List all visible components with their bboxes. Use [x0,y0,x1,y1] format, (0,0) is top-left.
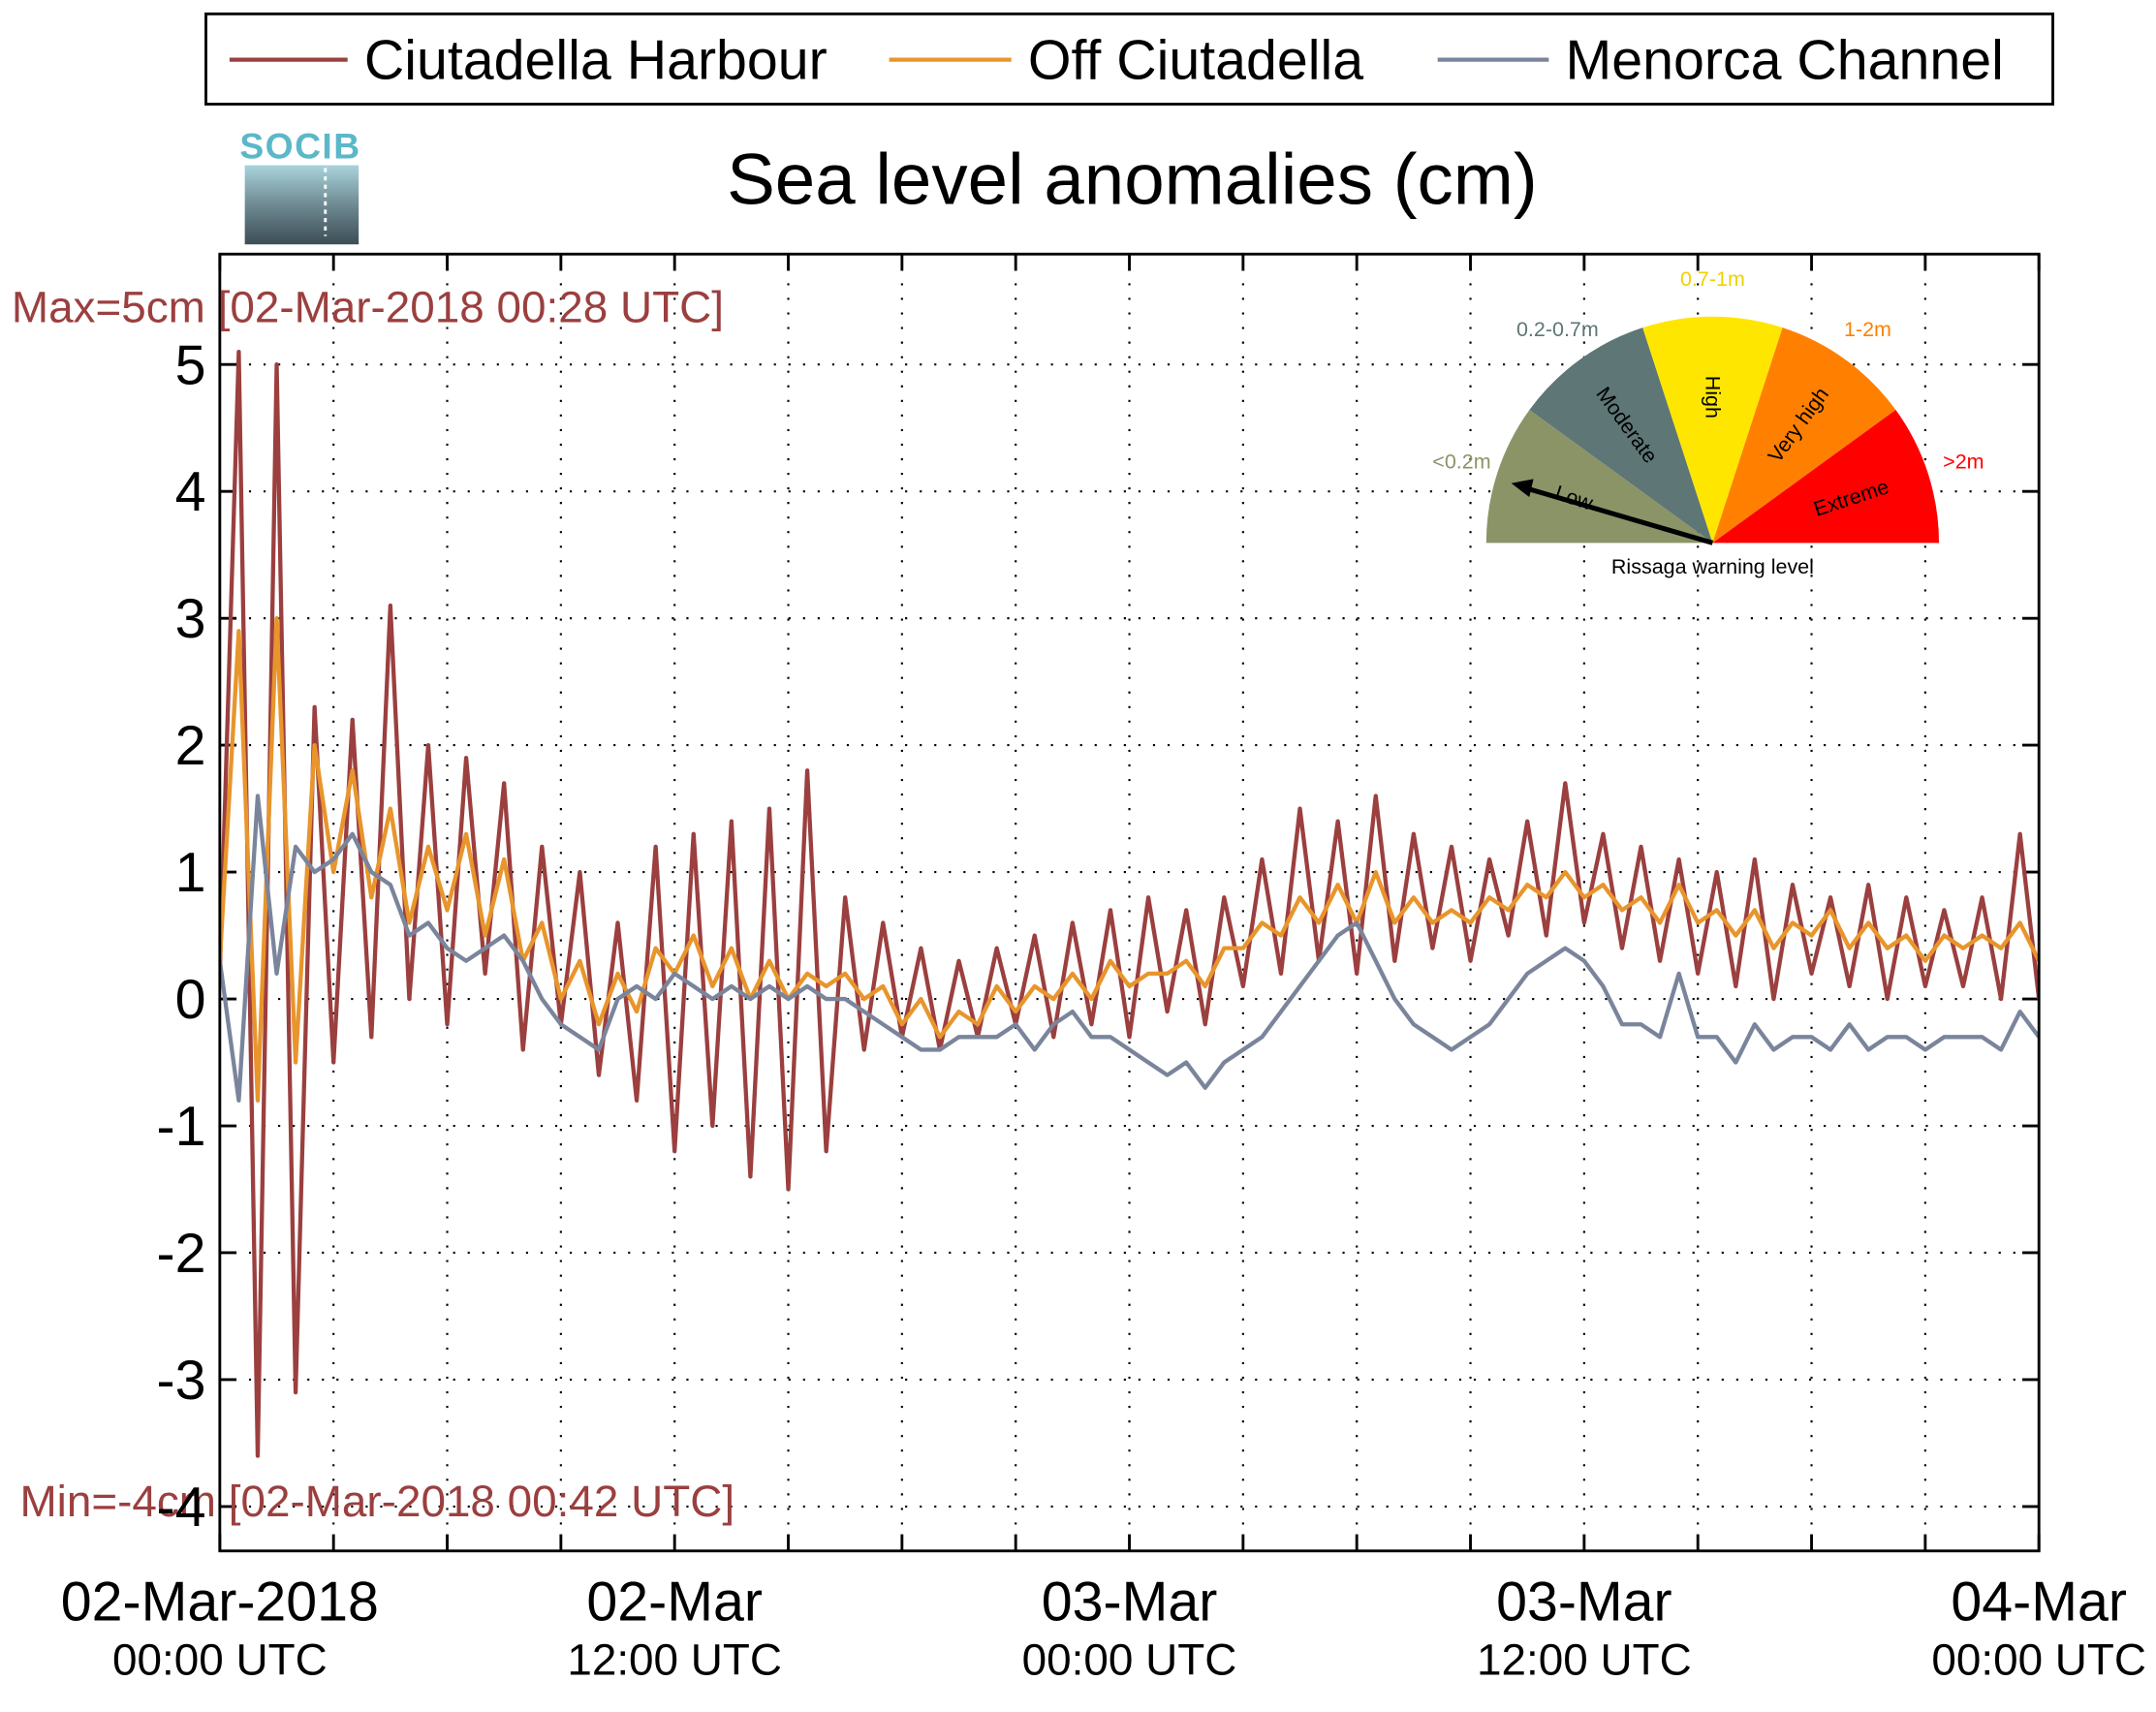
y-tick-label: 5 [175,334,206,396]
y-tick-label: -1 [157,1096,206,1158]
gauge-wedge [1712,327,1896,544]
gauge-range: 0.2-0.7m [1516,318,1599,341]
legend-label: Menorca Channel [1566,30,2004,92]
x-tick-sublabel: 12:00 UTC [567,1634,782,1684]
x-tick-label: 03-Mar [1042,1571,1218,1633]
x-tick-label: 04-Mar [1951,1571,2127,1633]
gauge-wedge [1529,327,1713,544]
series-line [219,349,2040,1458]
y-tick-label: -2 [157,1223,206,1285]
gauge-wedge [1642,316,1783,544]
x-tick-sublabel: 00:00 UTC [112,1634,328,1684]
series-line [219,794,2040,1103]
x-tick-sublabel: 12:00 UTC [1477,1634,1692,1684]
x-tick-sublabel: 00:00 UTC [1931,1634,2146,1684]
needle-head [1511,479,1534,498]
logo-image [244,165,359,245]
gauge-wedge [1485,410,1713,544]
y-tick-label: 0 [175,969,206,1031]
legend-label: Ciutadella Harbour [364,30,828,92]
logo-text: SOCIB [239,125,360,166]
y-tick-label: -3 [157,1350,206,1412]
needle-line [1527,486,1714,545]
legend-label: Off Ciutadella [1028,30,1363,92]
gauge-level-name: High [1701,376,1724,419]
x-tick-label: 03-Mar [1496,1571,1672,1633]
x-tick-sublabel: 00:00 UTC [1022,1634,1237,1684]
y-tick-label: -4 [157,1477,206,1539]
max-annotation: Max=5cm [02-Mar-2018 00:28 UTC] [12,281,724,331]
min-annotation: Min=-4cm [02-Mar-2018 00:42 UTC] [19,1476,734,1526]
y-tick-label: 2 [175,715,206,777]
plot-frame [218,252,2041,1553]
gauge-needle [1511,479,1714,545]
gauge-title: Rissaga warning level [1611,555,1814,578]
gauge-range: 0.7-1m [1680,267,1745,291]
y-tick-label: 1 [175,842,206,904]
legend [204,12,2054,106]
gauge-range: >2m [1943,450,1984,473]
gauge: <0.2mLow0.2-0.7mModerate0.7-1mHigh1-2mVe… [1432,267,1984,578]
x-tick-label: 02-Mar-2018 [61,1571,379,1633]
y-tick-label: 4 [175,461,206,523]
logo: SOCIB [239,125,360,245]
chart-title: Sea level anomalies (cm) [727,140,1538,220]
y-tick-label: 3 [175,588,206,650]
gauge-wedge [1712,410,1940,544]
gauge-range: 1-2m [1844,318,1891,341]
gauge-range: <0.2m [1432,450,1490,473]
lines [219,349,2040,1458]
x-tick-label: 02-Mar [586,1571,763,1633]
